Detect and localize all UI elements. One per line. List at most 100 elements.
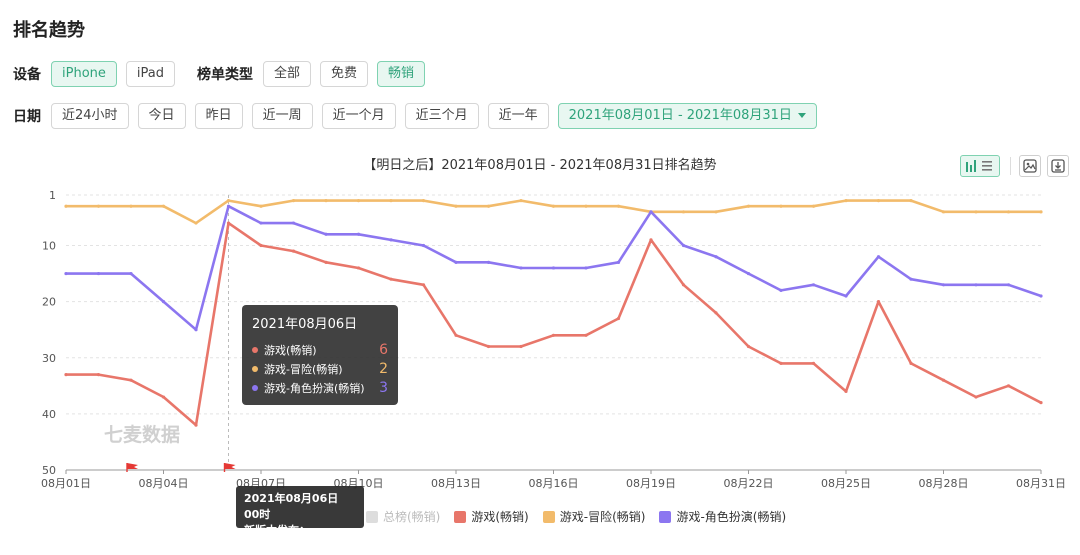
series-point: [649, 238, 653, 242]
toolbar-divider: [1010, 157, 1011, 175]
series-point: [389, 199, 393, 203]
list-type-all-button[interactable]: 全部: [262, 61, 311, 87]
series-point: [584, 266, 588, 270]
series-point: [714, 255, 718, 259]
series-point: [129, 204, 133, 208]
series-point: [64, 204, 68, 208]
series-point: [876, 255, 881, 259]
series-point: [161, 300, 166, 304]
series-point: [194, 328, 198, 332]
series-point: [519, 344, 523, 349]
series-point: [519, 199, 523, 203]
x-tick-label: 08月25日: [821, 477, 871, 490]
series-point: [1039, 210, 1043, 214]
series-point: [96, 271, 101, 276]
chart-legend: 总榜(畅销) 游戏(畅销) 游戏-冒险(畅销) 游戏-角色扮演(畅销): [366, 508, 800, 525]
list-type-grossing-button[interactable]: 畅销: [377, 61, 426, 87]
tooltip-series-value: 2: [379, 360, 388, 377]
bar-chart-icon[interactable]: [960, 155, 1000, 177]
series-point: [681, 243, 686, 248]
legend-item-adventure[interactable]: 游戏-冒险(畅销): [542, 508, 645, 525]
series-point: [226, 204, 231, 208]
y-tick-label: 10: [42, 240, 56, 253]
series-point: [356, 199, 361, 203]
series-point: [909, 199, 913, 203]
series-point: [421, 283, 426, 287]
x-tick-label: 08月13日: [431, 477, 481, 490]
series-point: [616, 260, 621, 264]
tooltip-series-name: 游戏-角色扮演(畅销): [264, 381, 365, 395]
series-point: [779, 288, 783, 293]
date-week-button[interactable]: 近一周: [251, 103, 313, 129]
series-point: [941, 378, 946, 382]
date-month-button[interactable]: 近一个月: [321, 103, 396, 129]
series-point: [584, 204, 588, 208]
date-24h-button[interactable]: 近24小时: [51, 103, 129, 129]
series-point: [129, 378, 133, 382]
series-point: [811, 361, 816, 365]
series-point: [1039, 401, 1043, 405]
series-point: [551, 333, 556, 337]
series-dot-icon: [252, 365, 258, 372]
series-point: [551, 266, 556, 270]
chart-title: 【明日之后】2021年08月01日 - 2021年08月31日排名趋势: [363, 157, 716, 173]
chevron-down-icon: [797, 113, 806, 118]
download-icon[interactable]: [1047, 155, 1069, 177]
tooltip-series-value: 3: [379, 379, 388, 396]
event-tooltip-line1: 2021年08月06日 00时: [244, 492, 339, 521]
device-ipad-button[interactable]: iPad: [125, 61, 175, 87]
series-point: [616, 204, 621, 208]
x-tick-label: 08月04日: [139, 477, 189, 490]
tooltip-row: 游戏-冒险(畅销) 2: [252, 359, 388, 378]
series-point: [616, 316, 621, 321]
series-point: [649, 210, 653, 214]
series-point: [259, 221, 263, 225]
device-label: 设备: [13, 67, 41, 83]
image-icon[interactable]: [1019, 155, 1041, 177]
series-point: [909, 277, 913, 281]
date-year-button[interactable]: 近一年: [487, 103, 549, 129]
series-point: [844, 389, 848, 394]
series-point: [681, 283, 686, 287]
date-range-picker[interactable]: 2021年08月01日 - 2021年08月31日: [557, 103, 817, 129]
series-point: [779, 361, 783, 365]
series-point: [194, 221, 198, 225]
x-tick-label: 08月01日: [41, 477, 91, 490]
series-point: [876, 199, 881, 203]
series-point: [1039, 294, 1043, 298]
legend-item-rpg[interactable]: 游戏-角色扮演(畅销): [659, 508, 786, 525]
series-point: [129, 271, 133, 276]
series-point: [844, 294, 848, 298]
series-point: [389, 277, 393, 281]
series-point: [519, 266, 523, 270]
series-point: [64, 271, 68, 276]
series-point: [746, 271, 751, 276]
list-type-free-button[interactable]: 免费: [320, 61, 369, 87]
legend-item-total[interactable]: 总榜(畅销): [366, 508, 440, 525]
tooltip-row: 游戏(畅销) 6: [252, 340, 388, 359]
device-iphone-button[interactable]: iPhone: [51, 61, 117, 87]
series-point: [389, 238, 393, 242]
y-tick-label: 30: [42, 352, 56, 365]
series-dot-icon: [252, 346, 258, 353]
date-filter-row: 日期 近24小时 今日 昨日 近一周 近一个月 近三个月 近一年 2021年08…: [13, 103, 826, 129]
date-yesterday-button[interactable]: 昨日: [194, 103, 243, 129]
date-today-button[interactable]: 今日: [137, 103, 186, 129]
series-point: [454, 204, 458, 208]
legend-label: 总榜(畅销): [383, 510, 441, 524]
series-point: [714, 210, 718, 214]
series-point: [291, 199, 296, 203]
x-tick-label: 08月22日: [724, 477, 774, 490]
series-point: [324, 199, 328, 203]
series-point: [454, 260, 458, 264]
rank-trend-chart: 【明日之后】2021年08月01日 - 2021年08月31日排名趋势 七麦数据…: [41, 157, 1066, 490]
date-range-value: 2021年08月01日 - 2021年08月31日: [568, 108, 792, 123]
y-tick-label: 20: [42, 296, 56, 309]
series-point: [421, 199, 426, 203]
date-3month-button[interactable]: 近三个月: [404, 103, 479, 129]
series-point: [161, 204, 166, 208]
series-point: [64, 372, 68, 377]
series-point: [1006, 210, 1011, 214]
legend-label: 游戏(畅销): [471, 510, 529, 524]
legend-item-game[interactable]: 游戏(畅销): [454, 508, 529, 525]
